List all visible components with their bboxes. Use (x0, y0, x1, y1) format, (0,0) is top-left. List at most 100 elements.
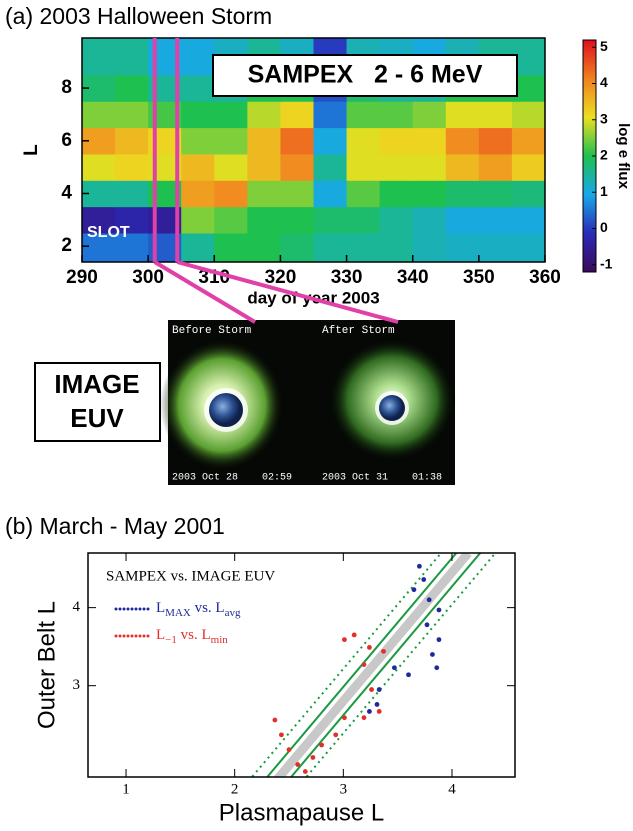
plot-frame (81, 37, 546, 263)
heat-cell (379, 153, 414, 181)
connector (153, 260, 257, 324)
heat-cell (412, 127, 447, 155)
x-tick-label: 330 (331, 267, 363, 288)
heat-cell (115, 180, 149, 208)
data-point (302, 769, 308, 774)
heat-cell (313, 127, 348, 155)
heat-cell (115, 127, 149, 155)
heat-cell (445, 127, 480, 155)
heat-cell (247, 153, 281, 181)
heat-cell (115, 74, 149, 102)
legend-swatch (134, 607, 138, 611)
heat-cell (115, 153, 149, 181)
y-axis-label: Outer Belt L (33, 601, 60, 729)
data-point (411, 587, 417, 593)
legend-text: avg (225, 607, 241, 619)
heat-cell (478, 127, 513, 155)
panel-label: IMAGE (54, 369, 139, 399)
x-tick-label: 320 (265, 267, 297, 288)
heat-cell (181, 74, 215, 102)
x-axis-label: Plasmapause L (219, 799, 384, 826)
heat-cell (313, 101, 348, 129)
heat-cell (313, 233, 348, 263)
data-point (434, 665, 440, 671)
heat-cell (82, 38, 116, 76)
y-tick-label: 3 (73, 677, 81, 693)
heat-cell (511, 180, 546, 208)
data-point (376, 709, 382, 714)
heat-cell (181, 38, 215, 76)
data-point (381, 648, 386, 654)
legend-text: min (211, 634, 229, 646)
heat-cell (379, 206, 414, 234)
heat-cell (412, 153, 447, 181)
heat-cell (115, 233, 149, 263)
y-tick-label: 2 (61, 235, 72, 256)
legend-entry: L−1 vs. Lmin (156, 627, 228, 645)
x-tick-label: 3 (340, 781, 348, 797)
y-tick-label: 4 (73, 599, 81, 615)
legend-swatch (122, 607, 126, 611)
heat-cell (115, 206, 149, 234)
data-point (430, 652, 435, 657)
heat-cell (82, 233, 116, 263)
heat-cell (511, 153, 546, 181)
heat-cell (412, 206, 447, 234)
data-point (421, 577, 427, 582)
chart-title: (a) 2003 Halloween Storm (5, 3, 272, 29)
heat-cell (280, 127, 314, 155)
data-point (436, 637, 442, 643)
heat-cell (511, 233, 546, 263)
heat-cell (82, 206, 116, 234)
legend-swatch (146, 634, 150, 638)
data-point (367, 645, 372, 650)
colorbar-tick-label: 1 (600, 183, 608, 199)
heat-cell (280, 206, 314, 234)
heat-cell (214, 233, 248, 263)
heat-cell (511, 206, 546, 234)
y-tick-label: 8 (61, 77, 72, 98)
heat-cell (346, 233, 381, 263)
legend-text: vs. L (177, 627, 211, 643)
legend-swatch (114, 634, 118, 638)
legend-swatch (138, 634, 142, 638)
plot-frame (87, 552, 516, 778)
heat-cell (214, 153, 248, 181)
legend-title: SAMPEX vs. IMAGE EUV (106, 568, 275, 584)
x-tick-label: 2 (231, 781, 239, 797)
heat-cell (280, 233, 314, 263)
heat-cell (280, 180, 314, 208)
heat-cell (346, 127, 381, 155)
data-point (361, 662, 367, 668)
legend-swatch (118, 607, 122, 611)
heat-cell (247, 180, 281, 208)
heat-cell (280, 101, 314, 129)
data-point (367, 709, 372, 714)
annotation: SAMPEX 2 - 6 MeV (248, 61, 483, 89)
slot-label: SLOT (87, 224, 130, 241)
colorbar-tick-label: 2 (600, 147, 608, 163)
legend-swatch (138, 607, 142, 611)
legend-swatch (130, 634, 134, 638)
legend-swatch (142, 634, 146, 638)
legend-swatch (122, 634, 126, 638)
heat-cell (313, 153, 348, 181)
data-point (369, 687, 374, 692)
heat-cell (214, 101, 248, 129)
heat-cell (478, 180, 513, 208)
heat-cell (280, 153, 314, 181)
legend-text: −1 (165, 634, 177, 646)
data-point (374, 702, 380, 707)
data-point (319, 742, 325, 748)
heat-cell (379, 180, 414, 208)
legend-entry: LMAX vs. Lavg (156, 600, 241, 618)
heat-cell (379, 101, 414, 129)
heat-cell (346, 153, 381, 181)
heat-cell (247, 101, 281, 129)
data-point (342, 715, 347, 721)
x-tick-label: 300 (132, 267, 164, 288)
data-point (426, 597, 432, 603)
heat-cell (181, 153, 215, 181)
heat-cell (82, 101, 116, 129)
panel-label: EUV (70, 403, 124, 433)
